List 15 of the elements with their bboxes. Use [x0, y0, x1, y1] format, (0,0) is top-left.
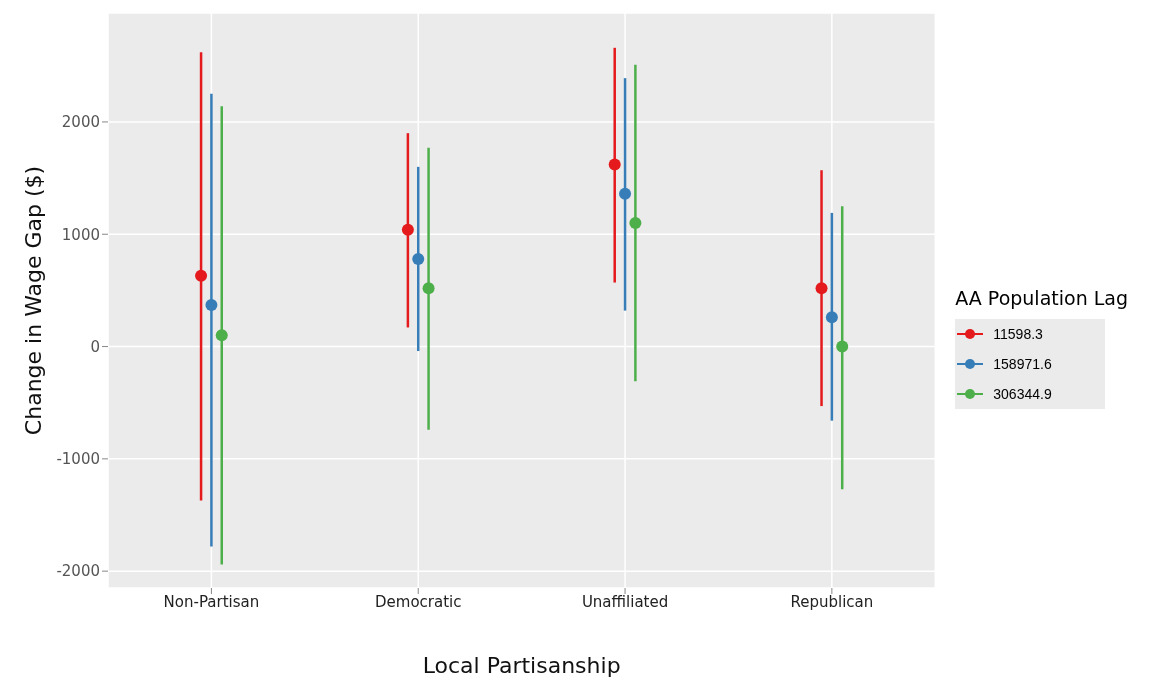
y-tick-label: -1000	[56, 450, 100, 469]
x-tick-label: Democratic	[374, 592, 462, 611]
x-axis-title: Local Partisanship	[422, 653, 621, 678]
legend-label: 11598.3	[993, 326, 1043, 342]
y-tick-label: 2000	[61, 113, 100, 132]
y-tick-label: 0	[90, 337, 100, 356]
x-tick-label: Unaffiliated	[581, 592, 669, 611]
y-tick-label: 1000	[61, 225, 100, 244]
legend-label: 306344.9	[993, 386, 1052, 402]
y-tick-label: -2000	[56, 562, 100, 581]
legend-label: 158971.6	[993, 356, 1052, 372]
y-axis-title: Change in Wage Gap ($)	[20, 165, 46, 436]
legend-title: AA Population Lag	[955, 287, 1128, 309]
x-tick-label: Republican	[790, 592, 874, 611]
x-tick-label: Non-Partisan	[163, 592, 260, 611]
